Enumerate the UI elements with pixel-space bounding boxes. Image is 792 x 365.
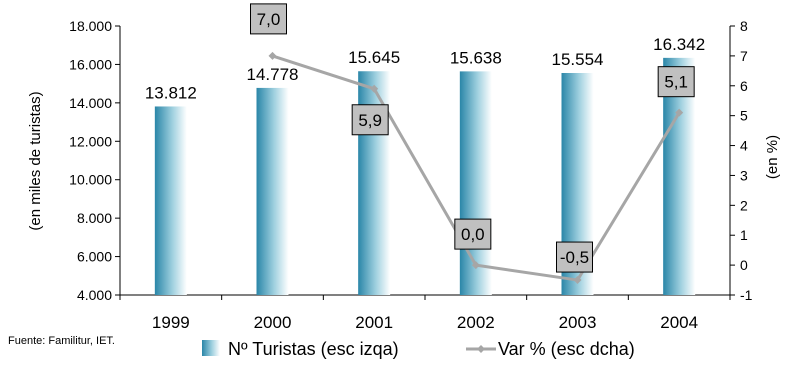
right-tick-label: 6 [740, 78, 748, 94]
var-pct-label: 5,1 [664, 73, 688, 92]
x-tick-label: 2001 [355, 313, 393, 332]
right-ticks: -1 0 1 2 3 4 5 6 7 8 [730, 18, 753, 303]
right-tick-label: 1 [740, 227, 748, 243]
var-pct-label: -0,5 [560, 248, 589, 267]
right-tick-label: 4 [740, 138, 748, 154]
var-pct-label-box [657, 66, 695, 98]
var-pct-marker [573, 276, 582, 285]
left-tick-label: 6.000 [77, 249, 112, 265]
left-tick-label: 4.000 [77, 287, 112, 303]
legend-line-label: Var % (esc dcha) [498, 339, 635, 359]
left-tick-label: 16.000 [69, 56, 112, 72]
legend-line-marker [477, 345, 485, 353]
y-axis-title-left: (en miles de turistas) [27, 91, 44, 230]
x-tick-label: 2003 [559, 313, 597, 332]
bar-labels: 13.812 14.778 15.645 15.638 15.554 16.342 [145, 35, 705, 103]
line-labels: 7,0 5,9 0,0 -0,5 5,1 [250, 3, 695, 273]
var-pct-label: 5,9 [358, 111, 382, 130]
x-tick-label: 2002 [457, 313, 495, 332]
right-tick-label: 2 [740, 197, 748, 213]
right-tick-label: 0 [740, 257, 748, 273]
bar-value-label: 14.778 [247, 65, 299, 84]
var-pct-marker [268, 51, 277, 60]
bar-2002 [459, 71, 492, 295]
source-note: Fuente: Familitur, IET. [8, 335, 115, 347]
var-pct-label-box [351, 104, 389, 136]
x-tick-label: 1999 [152, 313, 190, 332]
right-tick-label: 7 [740, 48, 748, 64]
right-tick-label: 3 [740, 167, 748, 183]
x-tick-label: 2000 [254, 313, 292, 332]
right-tick-label: -1 [740, 287, 753, 303]
legend: Nº Turistas (esc izqa) Var % (esc dcha) [202, 339, 635, 359]
var-pct-label-box [250, 3, 287, 35]
var-pct-marker [675, 108, 684, 117]
x-tick-label: 2004 [660, 313, 698, 332]
bar-value-label: 15.554 [552, 50, 604, 69]
right-tick-label: 8 [740, 18, 748, 34]
bar-value-label: 16.342 [653, 35, 705, 54]
bar-value-label: 13.812 [145, 83, 197, 102]
left-tick-label: 14.000 [69, 95, 112, 111]
right-tick-label: 5 [740, 108, 748, 124]
var-pct-label: 7,0 [257, 10, 281, 29]
left-tick-label: 12.000 [69, 133, 112, 149]
left-ticks: 4.000 6.000 8.000 10.000 12.000 14.000 16.000 1… [69, 18, 120, 303]
var-pct-marker [370, 84, 379, 93]
var-pct-marker [471, 261, 480, 270]
y-axis-title-right: (en %) [764, 135, 781, 179]
x-ticks: 1999 2000 2001 2002 2003 2004 [119, 295, 731, 332]
legend-bar-swatch [202, 340, 220, 356]
var-pct-label: 0,0 [461, 225, 485, 244]
left-tick-label: 8.000 [77, 210, 112, 226]
legend-bar-label: Nº Turistas (esc izqa) [228, 339, 399, 359]
bar-1999 [154, 106, 187, 296]
bar-2000 [256, 87, 289, 295]
bar-value-label: 15.645 [348, 48, 400, 67]
var-pct-label-box [454, 218, 492, 250]
left-tick-label: 18.000 [69, 18, 112, 34]
bar-value-label: 15.638 [450, 48, 502, 67]
left-tick-label: 10.000 [69, 172, 112, 188]
line-layer [268, 51, 684, 285]
var-pct-label-box [556, 241, 593, 273]
bar-2004 [663, 57, 696, 295]
